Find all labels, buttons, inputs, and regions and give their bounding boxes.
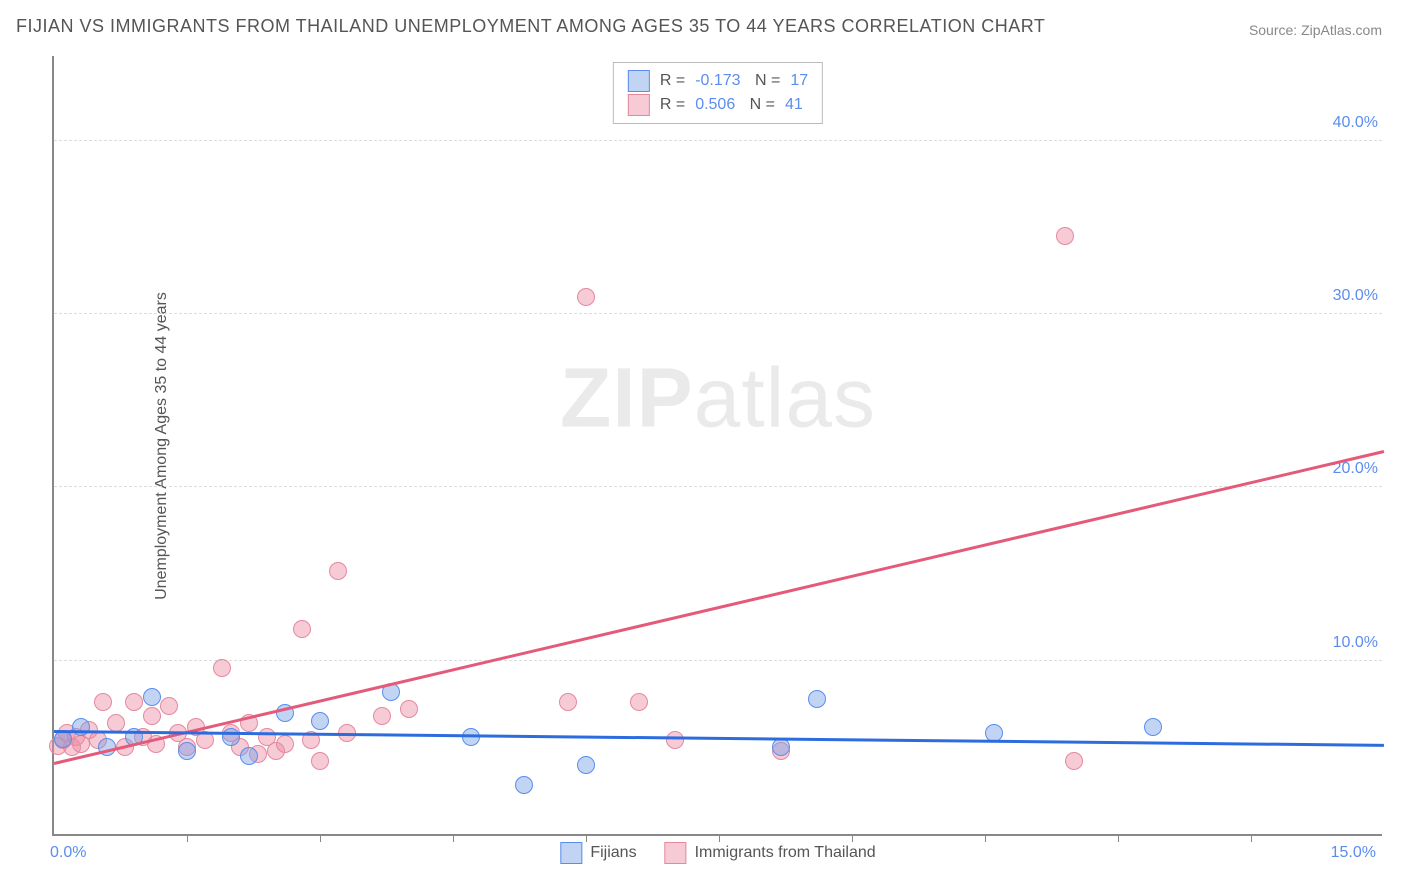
data-point-thailand xyxy=(1065,752,1083,770)
x-tick xyxy=(985,834,986,842)
data-point-fijians xyxy=(808,690,826,708)
n-value-thailand: 41 xyxy=(785,93,803,117)
x-axis-start: 0.0% xyxy=(50,844,86,862)
r-value-fijians: -0.173 xyxy=(695,69,740,93)
data-point-thailand xyxy=(213,659,231,677)
legend-item-thailand: Immigrants from Thailand xyxy=(665,842,876,864)
data-point-fijians xyxy=(311,712,329,730)
r-value-thailand: 0.506 xyxy=(695,93,735,117)
data-point-thailand xyxy=(373,707,391,725)
swatch-thailand-icon xyxy=(628,94,650,116)
data-point-fijians xyxy=(772,738,790,756)
gridline xyxy=(54,660,1382,661)
data-point-thailand xyxy=(125,693,143,711)
legend-row-thailand: R = 0.506 N = 41 xyxy=(628,93,808,117)
gridline xyxy=(54,313,1382,314)
data-point-thailand xyxy=(666,731,684,749)
swatch-thailand-icon xyxy=(665,842,687,864)
data-point-fijians xyxy=(143,688,161,706)
trend-line-thailand xyxy=(54,450,1385,764)
data-point-thailand xyxy=(559,693,577,711)
chart-title: FIJIAN VS IMMIGRANTS FROM THAILAND UNEMP… xyxy=(16,16,1045,37)
data-point-thailand xyxy=(311,752,329,770)
data-point-thailand xyxy=(577,288,595,306)
data-point-thailand xyxy=(160,697,178,715)
swatch-fijians-icon xyxy=(628,70,650,92)
data-point-thailand xyxy=(276,735,294,753)
legend-row-fijians: R = -0.173 N = 17 xyxy=(628,69,808,93)
y-tick-label: 10.0% xyxy=(1333,634,1384,652)
watermark: ZIPatlas xyxy=(560,350,876,447)
data-point-thailand xyxy=(329,562,347,580)
data-point-thailand xyxy=(630,693,648,711)
trend-line-fijians xyxy=(54,730,1384,747)
x-tick xyxy=(1251,834,1252,842)
x-tick xyxy=(719,834,720,842)
data-point-fijians xyxy=(577,756,595,774)
plot-area: ZIPatlas R = -0.173 N = 17 R = 0.506 N =… xyxy=(52,56,1382,836)
x-tick xyxy=(320,834,321,842)
data-point-fijians xyxy=(1144,718,1162,736)
y-tick-label: 30.0% xyxy=(1333,287,1384,305)
swatch-fijians-icon xyxy=(560,842,582,864)
correlation-legend: R = -0.173 N = 17 R = 0.506 N = 41 xyxy=(613,62,823,124)
x-tick xyxy=(586,834,587,842)
data-point-fijians xyxy=(222,728,240,746)
x-tick xyxy=(453,834,454,842)
data-point-thailand xyxy=(107,714,125,732)
source-label: Source: ZipAtlas.com xyxy=(1249,22,1382,38)
data-point-fijians xyxy=(178,742,196,760)
data-point-thailand xyxy=(94,693,112,711)
n-value-fijians: 17 xyxy=(790,69,808,93)
data-point-thailand xyxy=(1056,227,1074,245)
y-tick-label: 20.0% xyxy=(1333,460,1384,478)
x-tick xyxy=(187,834,188,842)
x-tick xyxy=(852,834,853,842)
gridline xyxy=(54,486,1382,487)
y-tick-label: 40.0% xyxy=(1333,114,1384,132)
x-tick xyxy=(1118,834,1119,842)
gridline xyxy=(54,140,1382,141)
series-legend: Fijians Immigrants from Thailand xyxy=(560,842,875,864)
data-point-thailand xyxy=(400,700,418,718)
data-point-fijians xyxy=(515,776,533,794)
data-point-thailand xyxy=(143,707,161,725)
x-axis-end: 15.0% xyxy=(1331,844,1376,862)
legend-item-fijians: Fijians xyxy=(560,842,636,864)
data-point-fijians xyxy=(240,747,258,765)
data-point-thailand xyxy=(293,620,311,638)
